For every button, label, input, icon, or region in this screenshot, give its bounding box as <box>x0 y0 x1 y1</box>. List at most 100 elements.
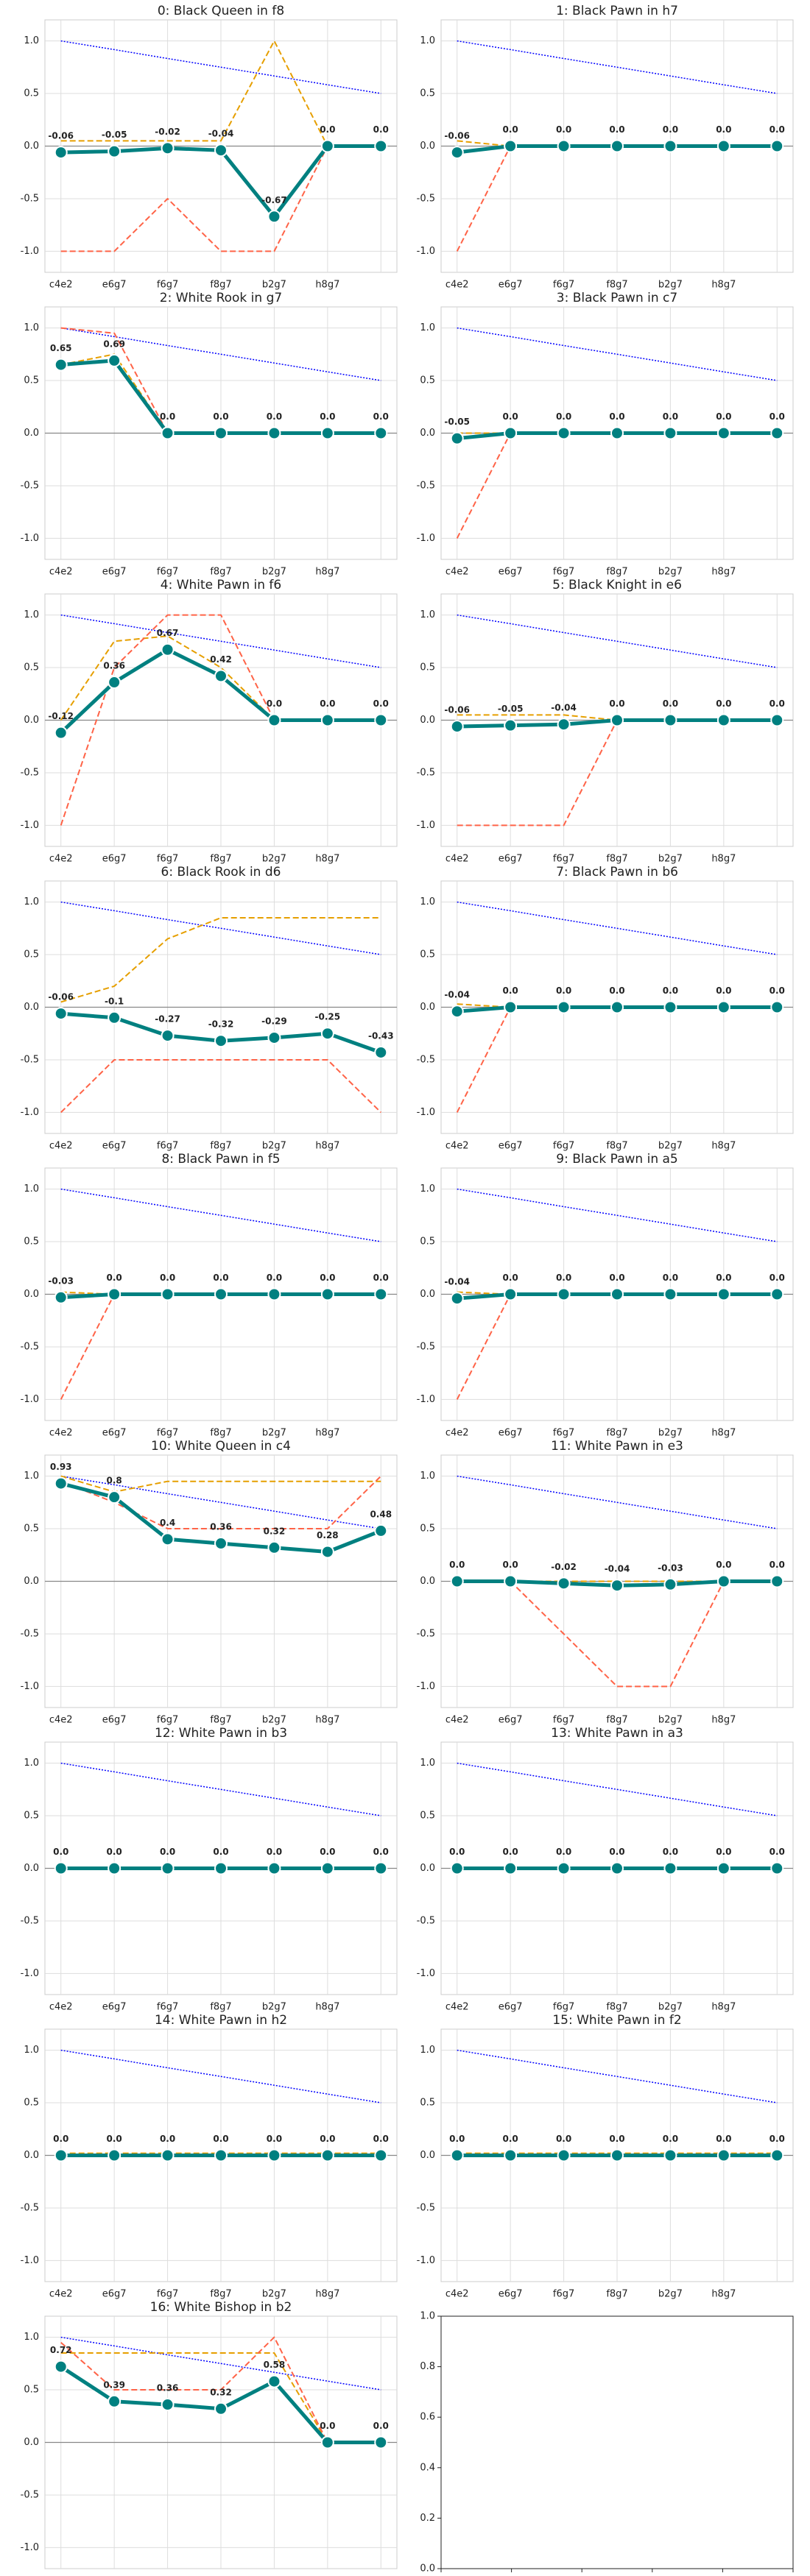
value-label: 0.0 <box>663 1847 678 1857</box>
y-tick-label: 0.5 <box>24 949 39 960</box>
point <box>450 1861 464 1875</box>
y-tick-label: -0.5 <box>21 1341 39 1352</box>
y-tick-label: -1.0 <box>21 1968 39 1979</box>
x-tick-label: e6g7 <box>499 2002 523 2013</box>
x-tick-label: f6g7 <box>157 280 178 291</box>
x-tick-label: e6g7 <box>102 567 127 578</box>
point <box>663 713 677 727</box>
value-label: -0.04 <box>551 703 577 713</box>
point <box>663 139 677 153</box>
x-tick-label: f8g7 <box>606 854 627 865</box>
y-tick-label: 0.5 <box>24 1524 39 1535</box>
value-label: 0.0 <box>770 1847 785 1857</box>
x-tick-label: f8g7 <box>210 854 231 865</box>
value-label: 0.58 <box>264 2360 286 2370</box>
x-tick-label: f8g7 <box>210 2002 231 2013</box>
y-tick-label: 0.5 <box>24 1811 39 1822</box>
x-tick-label: f6g7 <box>553 1141 574 1152</box>
y-tick-label: 0.5 <box>420 2098 435 2109</box>
point <box>610 713 624 727</box>
point <box>716 1861 730 1875</box>
y-tick-label: -1.0 <box>417 246 435 257</box>
value-label: 0.0 <box>107 2134 122 2144</box>
point <box>161 141 175 155</box>
point <box>610 139 624 153</box>
y-tick-label: -0.5 <box>417 1341 435 1352</box>
point <box>320 426 334 440</box>
value-label: 0.0 <box>556 124 571 135</box>
x-tick-label: b2g7 <box>262 2002 286 2013</box>
point <box>770 1287 784 1301</box>
x-tick-label: b2g7 <box>262 567 286 578</box>
chart-title: 10: White Queen in c4 <box>151 1439 291 1454</box>
point <box>610 2148 624 2162</box>
series-line <box>60 2049 381 2103</box>
point <box>54 358 68 372</box>
y-tick-label: 1.0 <box>24 896 39 907</box>
series-line <box>60 2336 381 2444</box>
value-label: -0.03 <box>48 1275 74 1286</box>
x-tick-label: f6g7 <box>157 567 178 578</box>
y-tick-label: -1.0 <box>417 2255 435 2266</box>
series-line <box>457 2049 778 2103</box>
value-label: 0.0 <box>320 698 335 709</box>
value-label: 0.0 <box>267 1273 282 1283</box>
y-tick-label: 0.0 <box>24 1002 39 1013</box>
value-label: 0.0 <box>503 124 518 135</box>
y-tick-label: -1.0 <box>21 1394 39 1405</box>
y-tick-label: 0.2 <box>420 2513 435 2524</box>
value-label: 0.0 <box>503 1847 518 1857</box>
value-label: 0.0 <box>716 1847 731 1857</box>
x-tick-label: h8g7 <box>315 567 339 578</box>
point <box>374 2148 388 2162</box>
value-label: 0.0 <box>320 2421 335 2431</box>
point <box>267 1287 281 1301</box>
x-tick-label: b2g7 <box>658 567 683 578</box>
x-tick-label: b2g7 <box>262 1428 286 1439</box>
y-tick-label: 1.0 <box>420 609 435 620</box>
chart-title: 8: Black Pawn in f5 <box>161 1152 280 1167</box>
x-tick-label: h8g7 <box>711 854 736 865</box>
x-tick-label: h8g7 <box>315 1715 339 1726</box>
x-tick-label: h8g7 <box>315 1428 339 1439</box>
value-label: 0.0 <box>556 2134 571 2144</box>
point <box>610 1287 624 1301</box>
value-label: 0.0 <box>609 124 624 135</box>
series-line <box>457 1188 778 1242</box>
value-label: 0.0 <box>267 411 282 422</box>
y-tick-label: 1.0 <box>24 2045 39 2056</box>
y-tick-label: 0.4 <box>420 2462 435 2473</box>
x-tick-label: f6g7 <box>553 280 574 291</box>
x-tick-label: c4e2 <box>49 280 73 291</box>
series-line <box>60 1188 381 1242</box>
y-tick-label: 0.5 <box>420 1524 435 1535</box>
value-label: 0.0 <box>716 1560 731 1570</box>
series-line <box>457 1475 778 1529</box>
y-tick-label: -1.0 <box>21 1107 39 1118</box>
chart-title: 7: Black Pawn in b6 <box>556 865 678 880</box>
point <box>214 669 228 683</box>
x-tick-label: b2g7 <box>658 2289 683 2300</box>
chart-title: 0: Black Queen in f8 <box>158 4 284 18</box>
point <box>450 1005 464 1019</box>
chart-title: 15: White Pawn in f2 <box>552 2013 681 2028</box>
value-label: 0.0 <box>716 124 731 135</box>
value-label: 0.0 <box>770 2134 785 2144</box>
value-label: 0.0 <box>609 2134 624 2144</box>
series-line <box>60 1762 381 1816</box>
point <box>320 1027 334 1041</box>
y-tick-label: 1.0 <box>24 322 39 333</box>
value-label: -0.05 <box>444 417 470 427</box>
value-label: 0.0 <box>716 698 731 709</box>
y-tick-label: 1.0 <box>420 1183 435 1195</box>
x-tick-label: h8g7 <box>711 1141 736 1152</box>
y-tick-label: 0.0 <box>24 2437 39 2448</box>
x-tick-label: c4e2 <box>49 2289 73 2300</box>
series-line <box>60 2352 381 2444</box>
value-label: -0.12 <box>48 711 74 721</box>
x-tick-label: e6g7 <box>102 854 127 865</box>
y-tick-label: 1.0 <box>24 2332 39 2343</box>
series-line <box>457 1762 778 1816</box>
x-tick-label: f6g7 <box>157 1428 178 1439</box>
